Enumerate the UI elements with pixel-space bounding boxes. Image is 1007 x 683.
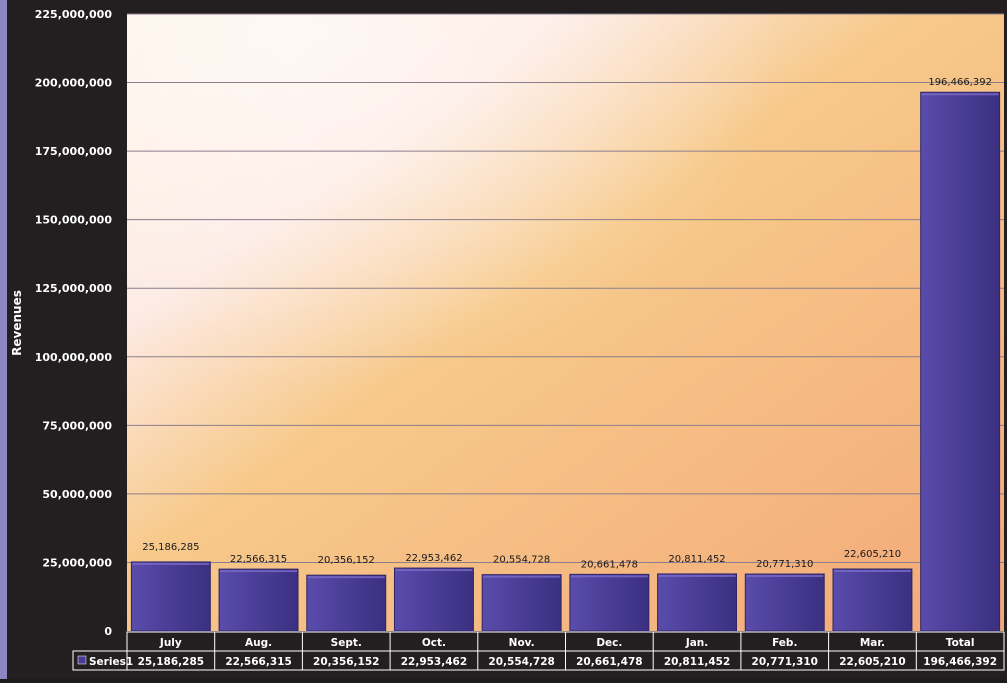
data-table: July 25,186,285 Aug. 22,566,315 Sept. 20,356,… (72, 631, 1005, 671)
y-tick-label: 225,000,000 (35, 8, 113, 21)
gridlines (127, 13, 1004, 563)
table-value: 22,605,210 (839, 656, 905, 668)
table-value: 25,186,285 (138, 656, 204, 668)
plot-highlight (127, 14, 1004, 631)
table-value: 20,811,452 (664, 656, 730, 668)
bar-top-highlight (833, 570, 911, 573)
x-category-label: Sept. (331, 637, 362, 649)
bar (744, 573, 825, 632)
data-label: 20,554,728 (493, 555, 550, 566)
y-tick-label: 50,000,000 (42, 488, 112, 501)
table-value: 20,554,728 (488, 656, 554, 668)
bar-top-highlight (746, 575, 824, 578)
bar-top-highlight (658, 574, 736, 577)
x-category-label: Dec. (596, 637, 622, 649)
table-value: 20,771,310 (752, 656, 818, 668)
data-label: 22,566,315 (230, 554, 287, 565)
legend-series-name: Series1 (89, 656, 133, 668)
data-label: 20,356,152 (318, 555, 375, 566)
x-category-label: Total (946, 637, 975, 649)
y-tick-label: 100,000,000 (35, 351, 113, 364)
y-axis-title: Revenues (10, 290, 24, 356)
bar (306, 574, 387, 632)
bar (481, 574, 562, 632)
y-tick-label: 75,000,000 (42, 419, 112, 432)
bar (218, 568, 299, 632)
table-value: 20,661,478 (576, 656, 642, 668)
bar (130, 561, 211, 632)
bar (569, 573, 650, 632)
bar-top-highlight (570, 575, 648, 578)
table-value: 22,566,315 (225, 656, 291, 668)
y-tick-label: 25,000,000 (42, 556, 112, 569)
data-label: 20,771,310 (756, 559, 813, 570)
data-label: 20,811,452 (668, 554, 725, 565)
x-category-label: Jan. (685, 637, 708, 649)
x-category-label: July (159, 637, 182, 649)
y-tick-label: 150,000,000 (35, 214, 113, 227)
bar (832, 568, 913, 632)
bar-series (130, 91, 1001, 632)
data-label: 22,953,462 (405, 553, 462, 564)
table-value: 20,356,152 (313, 656, 379, 668)
data-label: 196,466,392 (928, 77, 992, 88)
bar (920, 91, 1001, 632)
y-axis-tick-labels: 0 25,000,000 50,000,000 75,000,000 100,000,0… (35, 8, 113, 638)
x-category-label: Oct. (422, 637, 446, 649)
x-category-label: Nov. (509, 637, 535, 649)
bar-top-highlight (921, 93, 999, 96)
x-category-label: Mar. (860, 637, 885, 649)
left-accent-strip (0, 0, 7, 679)
y-tick-label: 175,000,000 (35, 145, 113, 158)
legend-swatch (77, 655, 87, 665)
x-category-label: Aug. (245, 637, 272, 649)
bar (393, 567, 474, 632)
data-label: 22,605,210 (844, 549, 901, 560)
data-label: 20,661,478 (581, 559, 638, 570)
data-labels: 25,186,285 22,566,315 20,356,152 22,953,462… (142, 77, 992, 570)
plot-area (127, 14, 1004, 631)
bar-top-highlight (483, 575, 561, 578)
y-tick-label: 200,000,000 (35, 77, 113, 90)
table-value: 196,466,392 (923, 656, 997, 668)
y-tick-label: 125,000,000 (35, 282, 113, 295)
bar (657, 573, 738, 632)
y-tick-label: 0 (104, 625, 112, 638)
bar-top-highlight (307, 576, 385, 579)
bar-top-highlight (132, 562, 210, 565)
table-value: 22,953,462 (401, 656, 467, 668)
x-category-label: Feb. (772, 637, 797, 649)
bar-top-highlight (220, 570, 298, 573)
bar-top-highlight (395, 569, 473, 572)
data-label: 25,186,285 (142, 542, 199, 553)
